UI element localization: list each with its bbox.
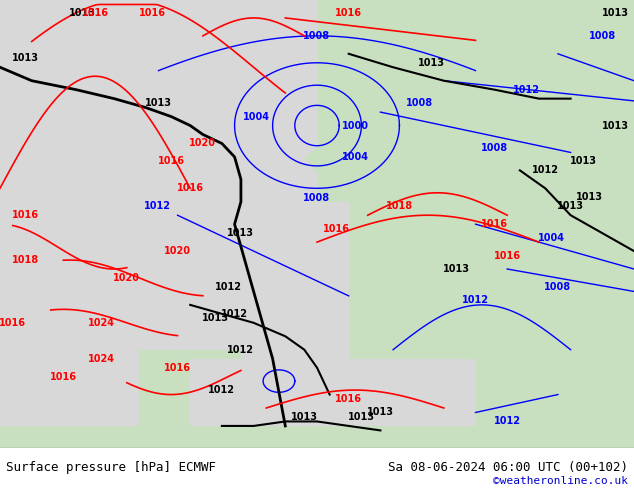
Text: 1013: 1013 (443, 264, 470, 274)
Text: 1008: 1008 (304, 31, 330, 41)
Text: 1016: 1016 (323, 223, 349, 234)
Text: 1013: 1013 (602, 121, 628, 130)
Text: 1016: 1016 (494, 250, 521, 261)
Text: 1016: 1016 (0, 318, 26, 328)
Text: 1013: 1013 (576, 192, 603, 202)
Text: 1016: 1016 (50, 371, 77, 382)
Text: 1013: 1013 (145, 98, 172, 108)
Text: 1018: 1018 (12, 255, 39, 265)
Polygon shape (304, 0, 476, 224)
Polygon shape (178, 0, 317, 246)
Text: 1016: 1016 (335, 394, 362, 404)
Text: 1013: 1013 (348, 412, 375, 422)
Text: 1012: 1012 (513, 85, 540, 95)
Text: 1012: 1012 (494, 416, 521, 426)
Text: 1024: 1024 (88, 318, 115, 328)
Text: 1013: 1013 (202, 313, 229, 323)
Text: 1012: 1012 (228, 344, 254, 355)
Text: 1012: 1012 (215, 282, 242, 292)
Text: 1020: 1020 (190, 139, 216, 148)
Text: 1018: 1018 (386, 201, 413, 211)
Text: 1013: 1013 (291, 412, 318, 422)
Text: 1012: 1012 (532, 165, 559, 175)
Text: 1013: 1013 (228, 228, 254, 238)
Text: 1016: 1016 (82, 8, 108, 19)
Polygon shape (190, 359, 476, 448)
Text: 1016: 1016 (158, 156, 184, 167)
Text: 1008: 1008 (545, 282, 571, 292)
Text: 1012: 1012 (221, 309, 248, 319)
Text: 1020: 1020 (164, 246, 191, 256)
Text: 1016: 1016 (139, 8, 165, 19)
Text: 1016: 1016 (335, 8, 362, 19)
Polygon shape (0, 426, 634, 448)
Text: Surface pressure [hPa] ECMWF: Surface pressure [hPa] ECMWF (6, 461, 216, 474)
Text: 1000: 1000 (342, 121, 370, 130)
Text: 1012: 1012 (144, 201, 171, 211)
Text: 1013: 1013 (570, 156, 597, 167)
Text: 1013: 1013 (69, 8, 96, 19)
Text: 1004: 1004 (538, 233, 565, 243)
Text: 1013: 1013 (602, 8, 628, 19)
Text: 1016: 1016 (12, 210, 39, 220)
Text: 1016: 1016 (177, 183, 204, 194)
Text: 1004: 1004 (242, 112, 269, 122)
Text: 1008: 1008 (481, 143, 508, 153)
Text: 1013: 1013 (12, 53, 39, 63)
Text: 1020: 1020 (113, 273, 140, 283)
Text: 1024: 1024 (88, 354, 115, 364)
Text: 1013: 1013 (367, 408, 394, 417)
Text: ©weatheronline.co.uk: ©weatheronline.co.uk (493, 476, 628, 486)
Text: 1013: 1013 (557, 201, 584, 211)
Text: 1016: 1016 (481, 219, 508, 229)
Text: 1012: 1012 (209, 385, 235, 395)
Polygon shape (139, 350, 241, 448)
Text: 1008: 1008 (304, 193, 330, 203)
Text: Sa 08-06-2024 06:00 UTC (00+102): Sa 08-06-2024 06:00 UTC (00+102) (387, 461, 628, 474)
Polygon shape (0, 0, 266, 448)
Text: 1008: 1008 (589, 31, 616, 41)
Text: 1008: 1008 (406, 98, 433, 108)
Polygon shape (0, 202, 349, 448)
Text: 1012: 1012 (462, 295, 489, 305)
Polygon shape (190, 0, 634, 448)
Text: 1016: 1016 (164, 363, 191, 373)
Text: 1013: 1013 (418, 58, 444, 68)
Polygon shape (178, 90, 254, 202)
Text: 1004: 1004 (342, 152, 368, 162)
